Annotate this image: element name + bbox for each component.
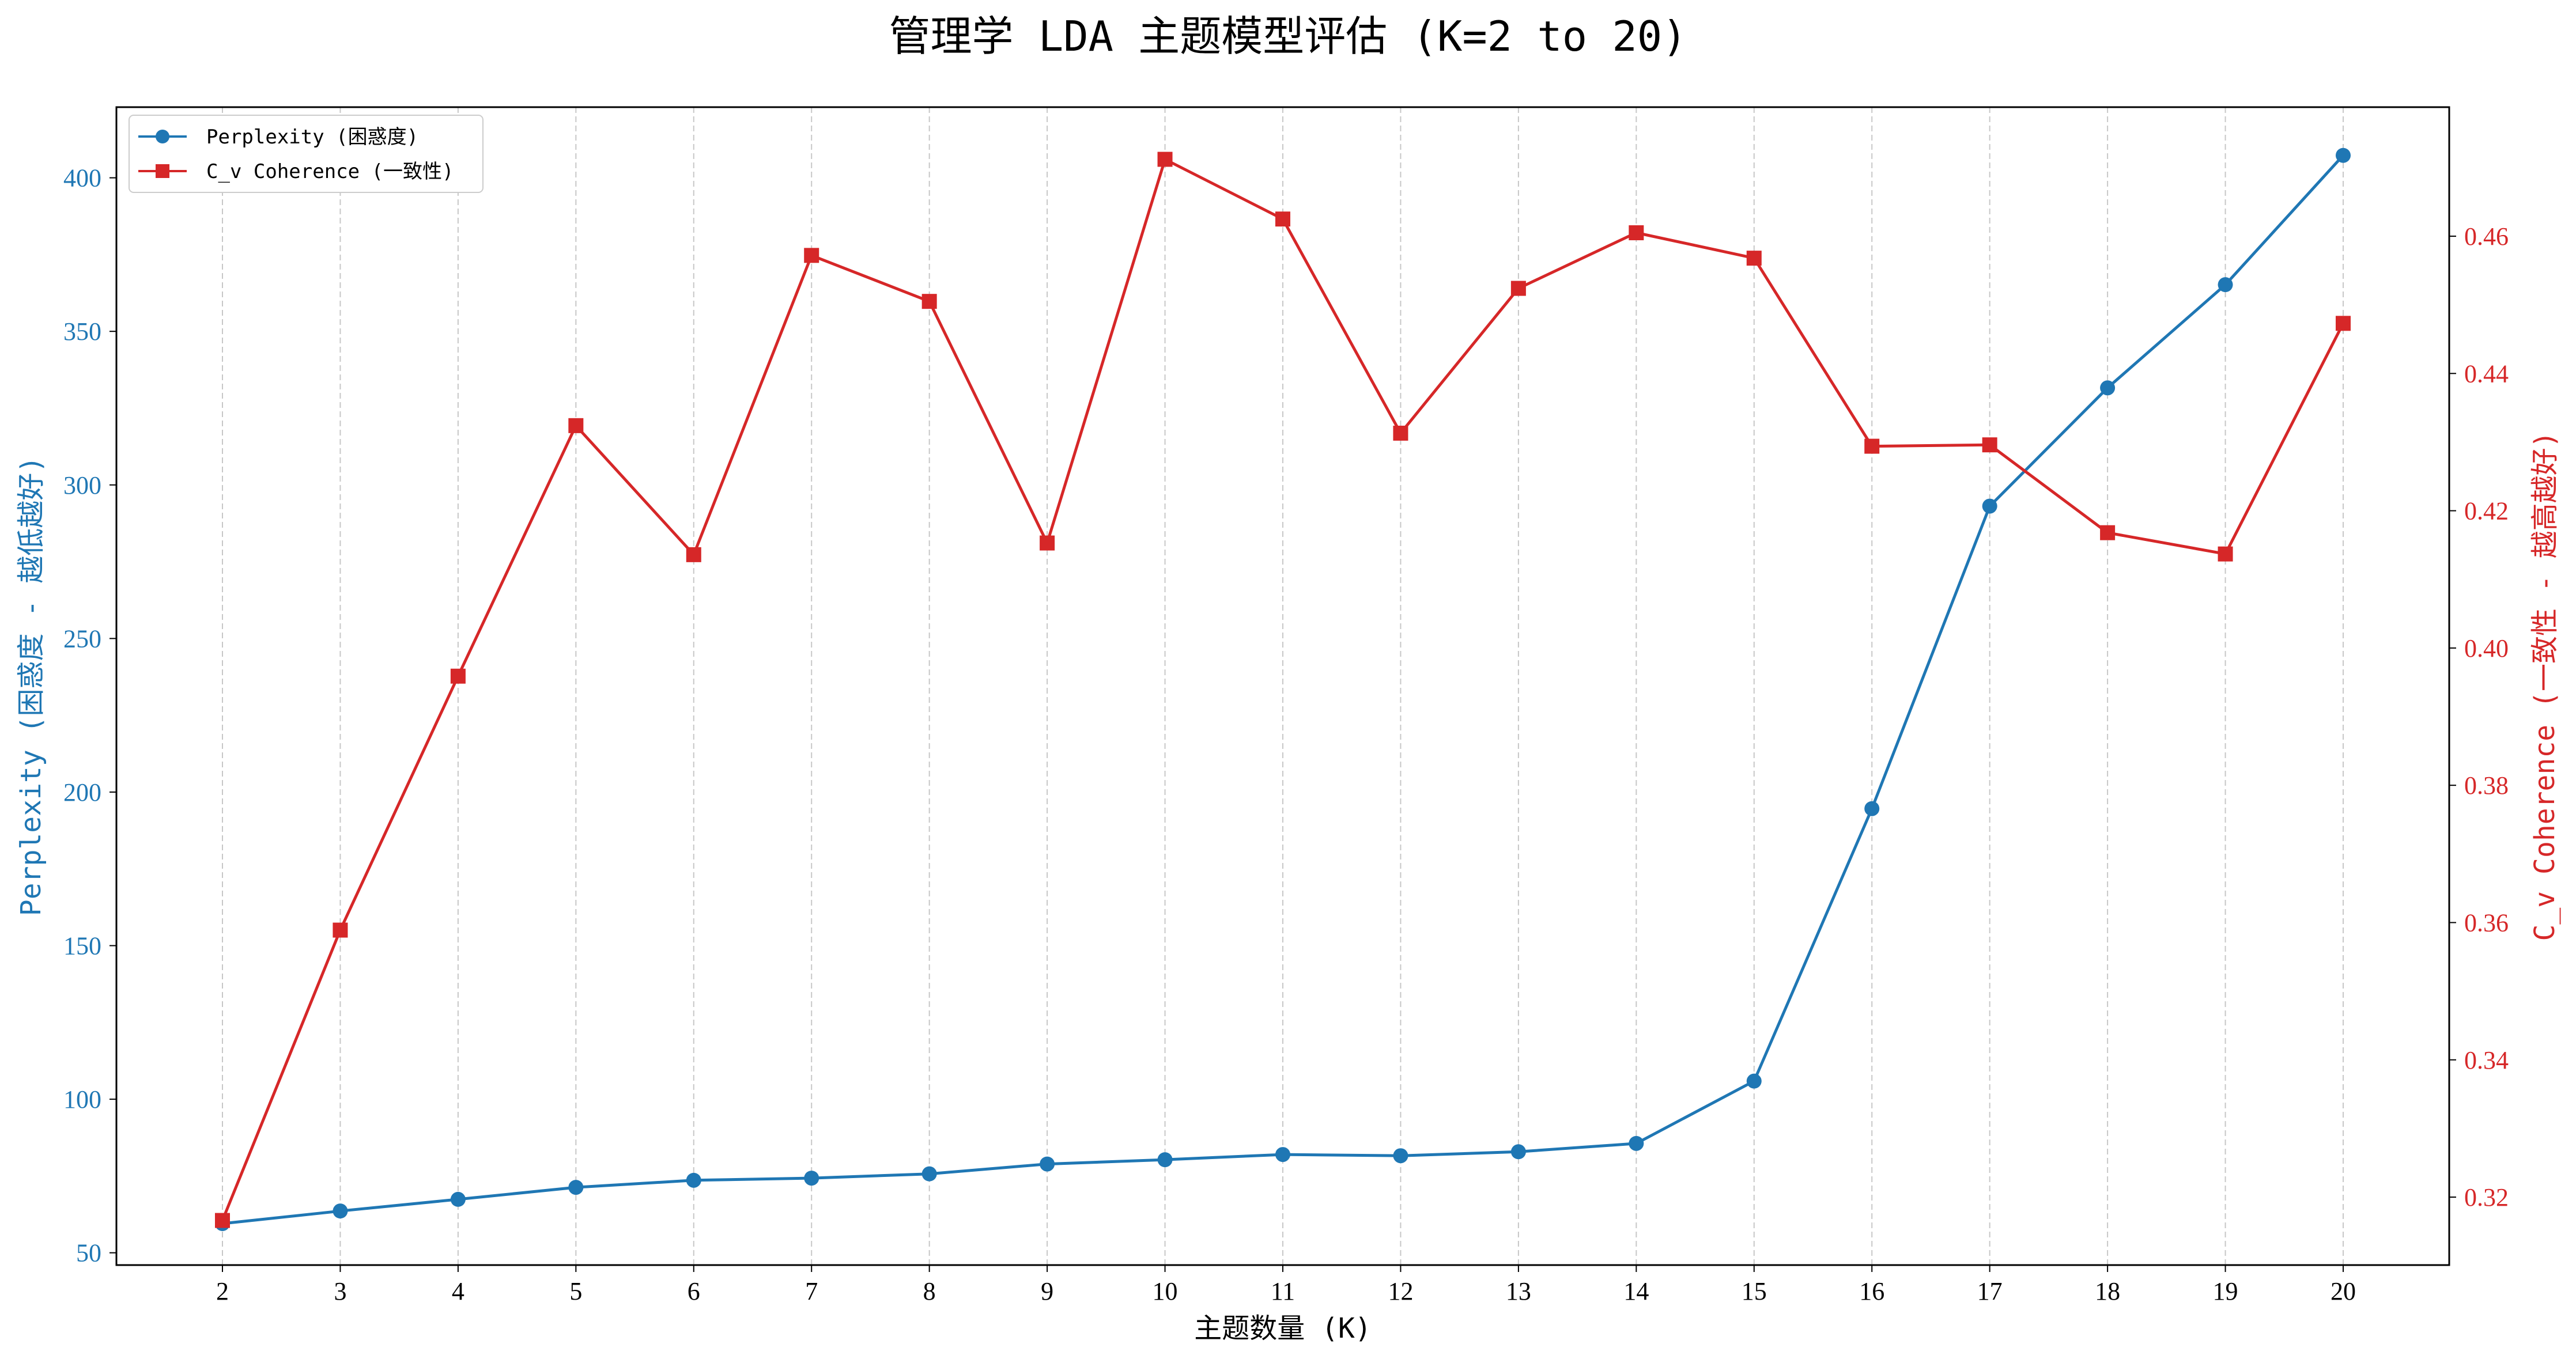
right-y-tick-label: 0.38 — [2464, 771, 2509, 800]
right-y-tick-label: 0.32 — [2464, 1183, 2509, 1211]
x-tick-label: 7 — [805, 1277, 818, 1305]
data-point-perplexity — [1629, 1135, 1644, 1151]
chart-title: 管理学 LDA 主题模型评估 (K=2 to 20) — [889, 12, 1687, 60]
x-tick-label: 20 — [2331, 1277, 2356, 1305]
data-point-coherence — [1746, 251, 1762, 266]
data-point-coherence — [2218, 546, 2233, 562]
x-axis-title: 主题数量 (K) — [1194, 1312, 1372, 1345]
x-tick-label: 8 — [923, 1277, 936, 1305]
data-point-coherence — [1393, 425, 1408, 441]
x-tick-label: 11 — [1271, 1277, 1295, 1305]
right-y-tick-label: 0.40 — [2464, 634, 2509, 662]
data-point-coherence — [1629, 225, 1644, 241]
data-point-coherence — [921, 294, 937, 309]
right-y-axis-title: C_v Coherence (一致性 - 越高越好) — [2529, 431, 2561, 941]
x-tick-label: 13 — [1506, 1277, 1531, 1305]
legend: Perplexity (困惑度) C_v Coherence (一致性) — [129, 115, 484, 193]
data-point-perplexity — [2336, 147, 2351, 163]
x-tick-label: 4 — [452, 1277, 464, 1305]
data-point-perplexity — [2218, 277, 2233, 293]
series-layer — [215, 147, 2351, 1232]
data-point-coherence — [568, 418, 584, 433]
x-tick-label: 5 — [569, 1277, 582, 1305]
left-y-tick-label: 250 — [63, 624, 101, 653]
right-y-tick-label: 0.36 — [2464, 908, 2509, 937]
data-point-perplexity — [1157, 1152, 1173, 1168]
data-point-perplexity — [921, 1166, 937, 1182]
data-point-perplexity — [686, 1172, 701, 1188]
x-tick-label: 15 — [1742, 1277, 1767, 1305]
right-y-axis: 0.32 0.34 0.36 0.38 0.40 0.42 0.44 0.46 — [2449, 222, 2509, 1211]
x-tick-label: 2 — [216, 1277, 229, 1305]
data-point-perplexity — [450, 1191, 466, 1207]
x-tick-label: 6 — [688, 1277, 700, 1305]
data-point-coherence — [215, 1213, 230, 1228]
legend-marker-coherence — [156, 164, 169, 178]
data-point-coherence — [1510, 281, 1526, 296]
left-y-tick-label: 50 — [76, 1239, 101, 1267]
right-y-tick-label: 0.42 — [2464, 497, 2509, 525]
legend-label-coherence: C_v Coherence (一致性) — [206, 160, 454, 183]
x-tick-label: 19 — [2213, 1277, 2238, 1305]
left-y-tick-label: 300 — [63, 471, 101, 499]
data-point-coherence — [1157, 152, 1173, 167]
data-point-coherence — [2336, 316, 2351, 331]
x-tick-label: 18 — [2095, 1277, 2120, 1305]
left-y-tick-label: 100 — [63, 1085, 101, 1114]
legend-marker-perplexity — [156, 130, 169, 143]
left-y-axis-title: Perplexity (困惑度 - 越低越好) — [15, 456, 47, 916]
x-tick-label: 17 — [1977, 1277, 2003, 1305]
data-point-coherence — [804, 248, 819, 263]
data-point-coherence — [686, 547, 701, 562]
data-point-coherence — [1040, 535, 1055, 551]
data-point-coherence — [450, 668, 466, 684]
right-y-tick-label: 0.34 — [2464, 1046, 2509, 1074]
legend-label-perplexity: Perplexity (困惑度) — [206, 126, 418, 149]
data-point-coherence — [1275, 211, 1290, 227]
data-point-coherence — [1864, 438, 1880, 454]
right-y-tick-label: 0.46 — [2464, 222, 2509, 251]
left-y-tick-label: 150 — [63, 932, 101, 960]
x-tick-label: 16 — [1859, 1277, 1884, 1305]
x-tick-label: 14 — [1623, 1277, 1649, 1305]
data-point-perplexity — [1982, 498, 1997, 514]
right-y-tick-label: 0.44 — [2464, 359, 2509, 388]
data-point-perplexity — [568, 1180, 584, 1195]
data-point-perplexity — [1040, 1156, 1055, 1172]
legend-box — [129, 115, 484, 193]
x-tick-label: 9 — [1041, 1277, 1053, 1305]
x-tick-label: 3 — [334, 1277, 346, 1305]
data-point-coherence — [1982, 437, 1997, 453]
data-point-perplexity — [1864, 801, 1880, 816]
x-axis: 2 3 4 5 6 7 8 9 10 11 12 13 14 15 16 17 18 19 20 — [216, 1265, 2356, 1305]
x-tick-label: 10 — [1153, 1277, 1178, 1305]
data-point-perplexity — [1275, 1147, 1290, 1163]
x-tick-label: 12 — [1388, 1277, 1413, 1305]
data-point-perplexity — [1393, 1148, 1408, 1164]
data-point-perplexity — [1510, 1144, 1526, 1160]
data-point-perplexity — [804, 1171, 819, 1186]
left-y-tick-label: 400 — [63, 164, 101, 192]
data-point-perplexity — [333, 1203, 348, 1219]
data-point-coherence — [2100, 525, 2116, 540]
data-point-coherence — [333, 922, 348, 938]
data-point-perplexity — [1746, 1073, 1762, 1089]
data-point-perplexity — [2100, 380, 2116, 396]
left-y-tick-label: 350 — [63, 317, 101, 346]
left-y-axis: 50 100 150 200 250 300 350 400 — [63, 164, 116, 1267]
left-y-tick-label: 200 — [63, 778, 101, 807]
